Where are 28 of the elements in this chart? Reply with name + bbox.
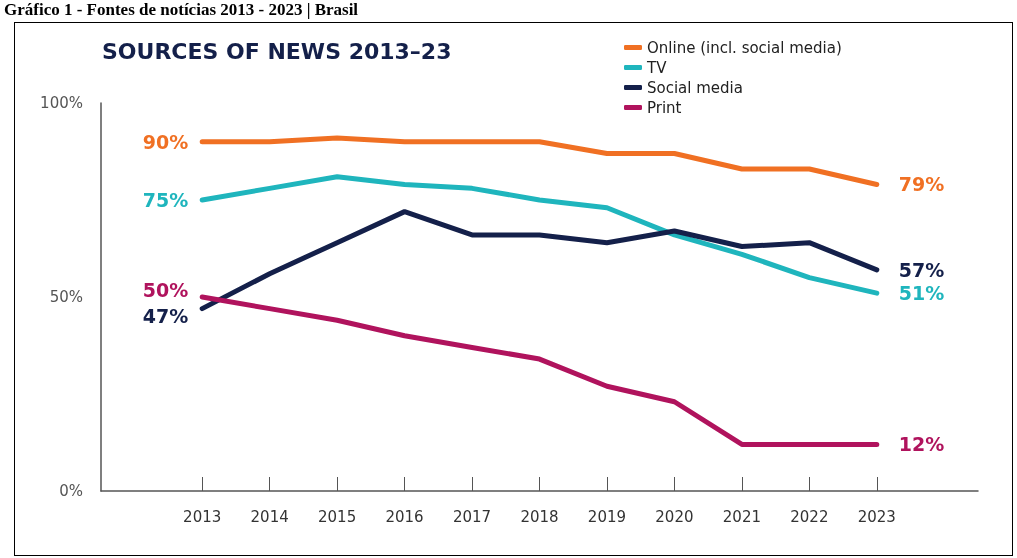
chart-title: SOURCES OF NEWS 2013–23 — [102, 38, 452, 64]
x-tick-label: 2017 — [452, 507, 492, 526]
text: Gráfico 1 - Fontes de notícias 2013 - 2023 | Brasil — [4, 0, 359, 20]
data-label: 12% — [898, 433, 945, 456]
data-label: 75% — [142, 189, 189, 211]
x-tick-label: 2020 — [655, 507, 694, 526]
data-label: 90% — [142, 130, 189, 153]
legend-label: Social media — [647, 78, 743, 97]
legend-label: Online (incl. social media) — [647, 38, 842, 57]
x-tick-label: 2015 — [318, 507, 357, 526]
data-label: 47% — [142, 304, 189, 327]
y-tick-label: 0% — [59, 482, 83, 500]
x-tick-label: 2014 — [250, 507, 289, 526]
y-tick-label: 50% — [49, 288, 83, 306]
x-tick-label: 2018 — [520, 507, 559, 526]
data-label: 79% — [898, 173, 945, 196]
data-label: 51% — [898, 282, 945, 305]
data-label: 50% — [142, 279, 189, 301]
x-tick-label: 2016 — [385, 507, 424, 526]
y-tick-label: 100% — [40, 94, 83, 112]
x-tick-label: 2023 — [857, 507, 896, 526]
x-tick-label: 2019 — [587, 507, 627, 526]
x-tick-label: 2013 — [183, 507, 222, 526]
data-label: 57% — [898, 258, 945, 281]
x-tick-label: 2022 — [790, 507, 829, 526]
legend-label: Print — [647, 98, 682, 117]
x-tick-label: 2021 — [722, 507, 761, 526]
legend-label: TV — [646, 58, 668, 77]
